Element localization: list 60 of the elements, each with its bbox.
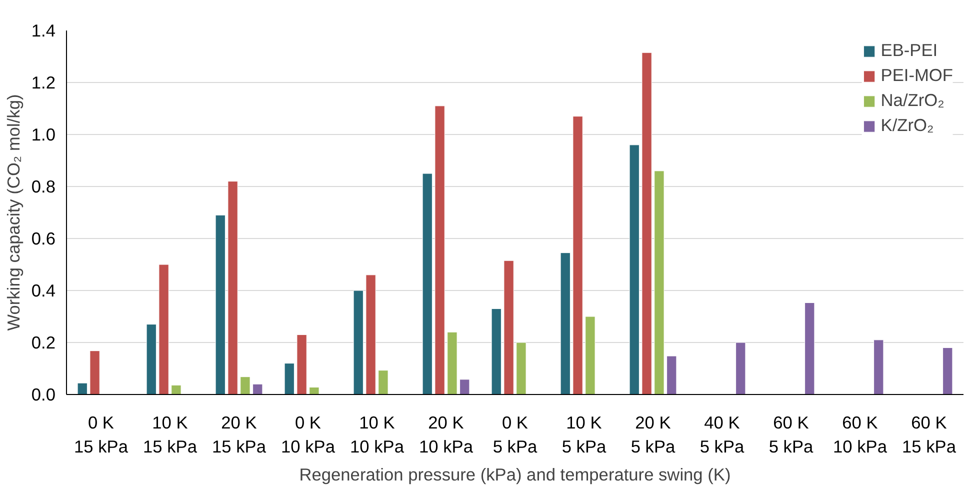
bar (460, 379, 470, 394)
x-tick-label: 10 K 15 kPa (143, 412, 198, 456)
bar (240, 376, 250, 394)
y-axis-title: Working capacity (CO₂ mol/kg) (3, 94, 24, 331)
x-tick-label: 20 K 5 kPa (630, 412, 676, 456)
bar (309, 386, 320, 394)
bar (504, 260, 514, 394)
bar (516, 342, 526, 394)
x-axis-title: Regeneration pressure (kPa) and temperature swing (K) (299, 464, 731, 484)
bar (378, 370, 388, 394)
bar (90, 350, 100, 394)
bar (146, 324, 156, 394)
bar (491, 308, 502, 394)
bar (804, 302, 815, 394)
bar (228, 181, 238, 394)
x-tick-label: 20 K 10 kPa (419, 412, 474, 456)
bar (572, 116, 583, 394)
x-tick-label: 0 K 10 kPa (281, 412, 336, 456)
bar (942, 347, 953, 394)
bar (736, 342, 746, 394)
bar (654, 170, 664, 394)
bar (252, 384, 263, 394)
x-tick-label: 60 K 10 kPa (833, 412, 888, 456)
bar (296, 334, 307, 394)
x-tick-label: 20 K 15 kPa (212, 412, 266, 456)
x-tick-label: 40 K 5 kPa (700, 412, 745, 456)
y-tick-label: 0.4 (31, 280, 56, 300)
legend-label: EB-PEI (880, 40, 938, 61)
x-tick-label: 0 K 5 kPa (492, 412, 538, 456)
bar (284, 363, 294, 394)
bar (434, 106, 445, 394)
bar (171, 384, 182, 394)
bar (642, 52, 652, 394)
legend-label: Na/ZrO₂ (880, 90, 944, 111)
bar (629, 144, 640, 394)
x-tick-label: 10 K 5 kPa (562, 412, 607, 456)
bar (560, 252, 570, 394)
y-tick-label: 1.4 (31, 20, 56, 40)
bar (585, 316, 596, 394)
y-tick-label: 1.2 (31, 72, 56, 92)
x-tick-label: 10 K 10 kPa (350, 412, 404, 456)
bar (366, 274, 376, 394)
legend-label: K/ZrO₂ (880, 115, 934, 136)
bar (666, 356, 677, 394)
bar (422, 173, 432, 394)
bar (158, 264, 169, 394)
y-tick-label: 0.2 (31, 332, 56, 352)
y-tick-label: 0.0 (31, 384, 56, 404)
x-tick-label: 60 K 5 kPa (768, 412, 814, 456)
y-tick-label: 1.0 (31, 124, 56, 144)
x-tick-label: 0 K 15 kPa (74, 412, 128, 456)
y-tick-label: 0.8 (31, 176, 56, 196)
bar (874, 340, 884, 394)
bar (353, 290, 364, 394)
x-tick-label: 60 K 15 kPa (902, 412, 956, 456)
y-tick-label: 0.6 (31, 228, 56, 248)
bar (447, 332, 458, 394)
legend-label: PEI-MOF (880, 65, 953, 86)
bar (215, 214, 226, 394)
bar (77, 382, 88, 394)
